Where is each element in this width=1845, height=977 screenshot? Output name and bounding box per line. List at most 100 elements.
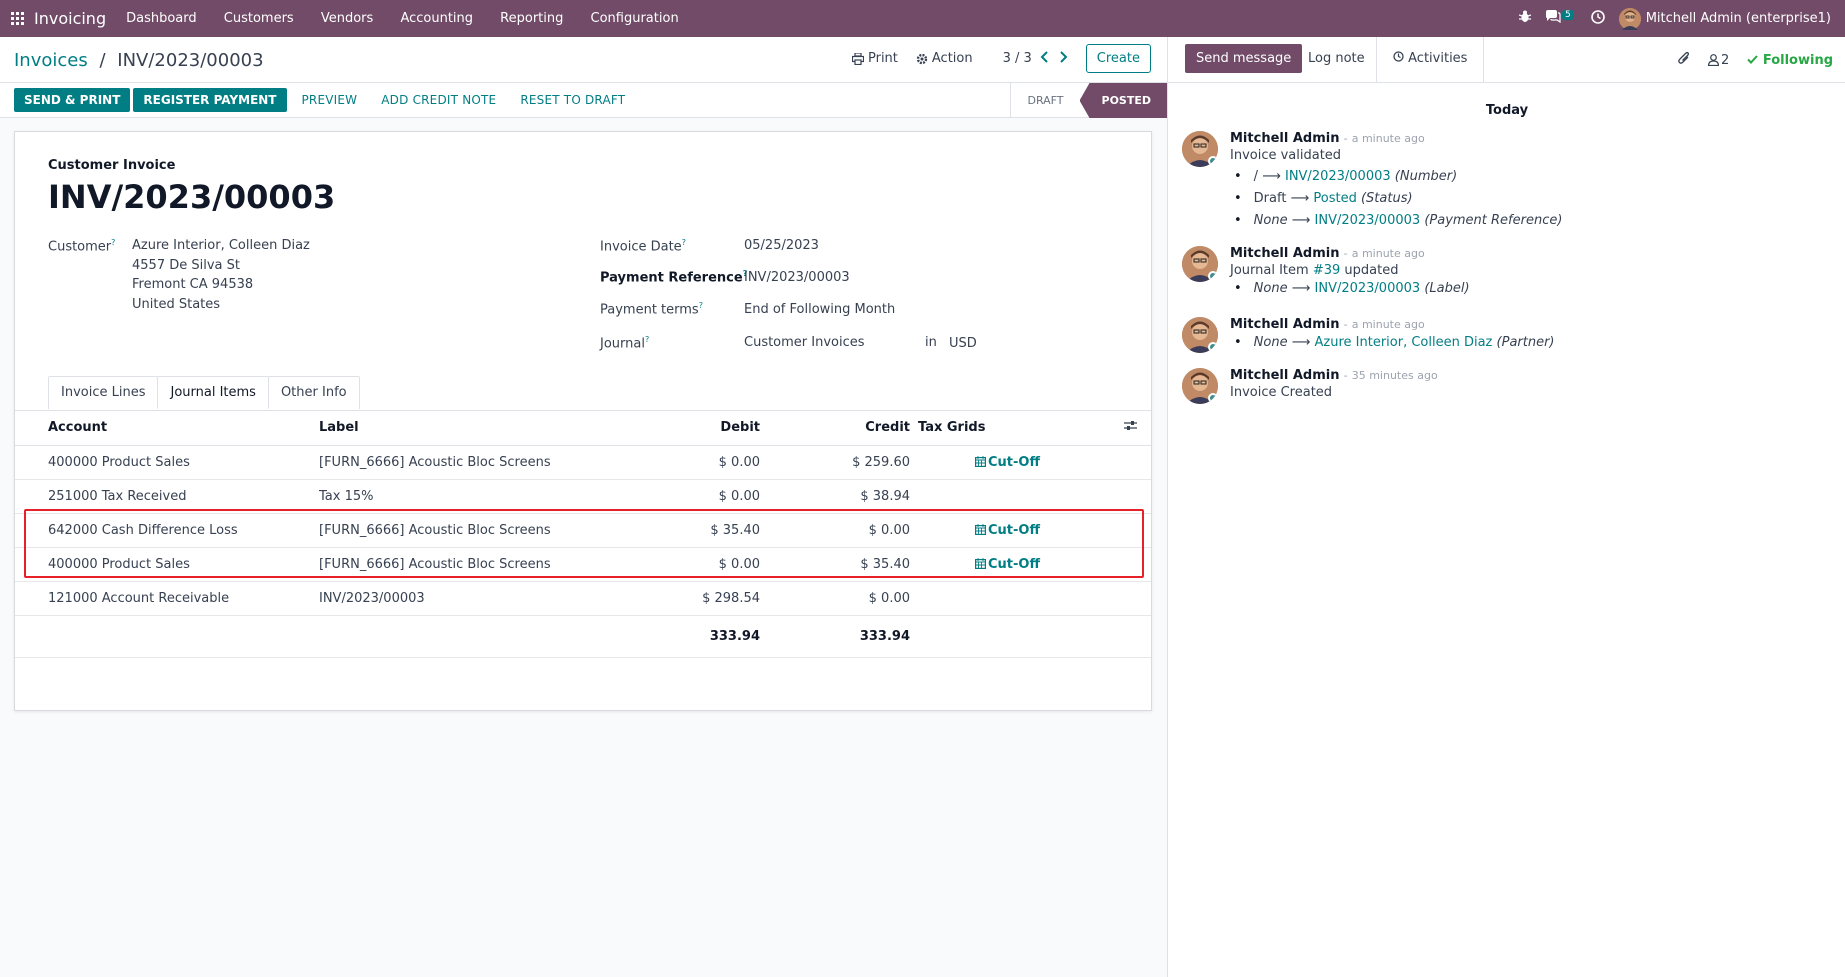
followers-button[interactable]: 2 xyxy=(1708,53,1729,68)
tab-divider xyxy=(15,410,1151,411)
total-debit: 333.94 xyxy=(615,615,760,658)
label-cell: Tax 15% xyxy=(295,479,615,514)
log-note-button[interactable]: Log note xyxy=(1308,51,1365,66)
app-name[interactable]: Invoicing xyxy=(34,9,107,28)
message-author[interactable]: Mitchell Admin xyxy=(1230,246,1340,261)
credit-cell: $ 0.00 xyxy=(760,513,910,548)
menu-reporting[interactable]: Reporting xyxy=(500,11,564,26)
chatter-panel: Send message Log note Activities 2 Follo… xyxy=(1167,37,1845,977)
account-cell: 400000 Product Sales xyxy=(15,445,295,480)
cutoff-button[interactable]: Cut-Off xyxy=(975,455,1040,470)
invoice-date-field[interactable]: 05/25/2023 xyxy=(744,238,819,253)
journal-in-text: in xyxy=(925,335,937,350)
control-panel: Invoices / INV/2023/00003 Print Action 3… xyxy=(0,37,1167,83)
message-author[interactable]: Mitchell Admin xyxy=(1230,368,1340,383)
message-text: Journal Item #39 updated xyxy=(1230,263,1399,278)
message-author[interactable]: Mitchell Admin xyxy=(1230,131,1340,146)
column-account[interactable]: Account xyxy=(15,411,295,446)
journal-item-link[interactable]: #39 xyxy=(1312,263,1341,278)
table-row[interactable]: 400000 Product Sales [FURN_6666] Acoustic… xyxy=(15,445,1151,480)
date-separator: Today xyxy=(1485,103,1529,118)
cutoff-button[interactable]: Cut-Off xyxy=(975,557,1040,572)
table-row[interactable]: 642000 Cash Difference Loss [FURN_6666] A… xyxy=(15,513,1151,548)
table-row[interactable]: 121000 Account Receivable INV/2023/00003 $… xyxy=(15,581,1151,616)
breadcrumb-invoices[interactable]: Invoices xyxy=(14,50,88,71)
journal-field[interactable]: Customer Invoices xyxy=(744,335,865,350)
activities-button[interactable]: Activities xyxy=(1376,37,1485,83)
following-button[interactable]: Following xyxy=(1747,53,1833,68)
author-avatar-icon[interactable] xyxy=(1182,368,1218,404)
journal-label: Journal? xyxy=(600,335,650,352)
label-cell: [FURN_6666] Acoustic Bloc Screens xyxy=(295,513,615,548)
payment-reference-field[interactable]: INV/2023/00003 xyxy=(744,270,850,285)
author-avatar-icon[interactable] xyxy=(1182,131,1218,167)
table-row[interactable]: 251000 Tax Received Tax 15% $ 0.00 $ 38.94 xyxy=(15,479,1151,514)
state-draft[interactable]: DRAFT xyxy=(1010,83,1079,118)
add-credit-note-button[interactable]: ADD CREDIT NOTE xyxy=(381,93,497,107)
apps-menu-icon[interactable] xyxy=(0,12,34,25)
state-posted: POSTED xyxy=(1079,83,1167,118)
credit-cell: $ 0.00 xyxy=(760,581,910,616)
column-tax-grids[interactable]: Tax Grids xyxy=(910,411,1040,446)
print-icon xyxy=(851,52,864,65)
message-time: 35 minutes ago xyxy=(1351,369,1438,382)
print-label: Print xyxy=(867,51,898,66)
author-avatar-icon[interactable] xyxy=(1182,246,1218,282)
journal-items-table: Account Label Debit Credit Tax Grids 400… xyxy=(15,411,1151,658)
account-cell: 642000 Cash Difference Loss xyxy=(15,513,295,548)
bug-icon[interactable] xyxy=(1518,10,1532,27)
table-row[interactable]: 400000 Product Sales [FURN_6666] Acoustic… xyxy=(15,547,1151,582)
account-cell: 251000 Tax Received xyxy=(15,479,295,514)
menu-dashboard[interactable]: Dashboard xyxy=(126,11,197,26)
send-print-button[interactable]: SEND & PRINT xyxy=(14,88,131,112)
cutoff-button[interactable]: Cut-Off xyxy=(975,523,1040,538)
register-payment-button[interactable]: REGISTER PAYMENT xyxy=(133,88,287,112)
reset-to-draft-button[interactable]: RESET TO DRAFT xyxy=(520,93,626,107)
tab-invoice-lines[interactable]: Invoice Lines xyxy=(48,376,159,409)
address-line-3: United States xyxy=(132,297,221,312)
tab-other-info[interactable]: Other Info xyxy=(267,376,360,409)
action-button[interactable]: Action xyxy=(916,51,973,66)
column-debit[interactable]: Debit xyxy=(615,411,760,446)
pager-prev-icon[interactable] xyxy=(1040,50,1050,67)
chat-icon[interactable]: 5 xyxy=(1545,10,1577,27)
chatter-message: Mitchell Admin - a minute ago None ⟶ Azu… xyxy=(1182,317,1832,357)
payment-terms-link[interactable]: End of Following Month xyxy=(744,302,896,317)
customer-link[interactable]: Azure Interior, Colleen Diaz xyxy=(132,238,310,253)
calendar-icon xyxy=(975,455,987,467)
check-icon xyxy=(1747,54,1759,64)
pager-next-icon[interactable] xyxy=(1058,50,1068,67)
tracking-item: None ⟶ INV/2023/00003 (Payment Reference… xyxy=(1234,210,1563,232)
preview-button[interactable]: PREVIEW xyxy=(301,93,358,107)
create-button[interactable]: Create xyxy=(1085,44,1151,73)
row-spacer xyxy=(1040,581,1151,616)
currency-link[interactable]: USD xyxy=(949,336,977,351)
author-avatar-icon[interactable] xyxy=(1182,317,1218,353)
column-label[interactable]: Label xyxy=(295,411,615,446)
message-time: a minute ago xyxy=(1351,132,1425,145)
tracking-item: None ⟶ INV/2023/00003 (Label) xyxy=(1234,278,1470,300)
gear-icon xyxy=(916,53,928,64)
sliders-icon xyxy=(1124,421,1137,431)
highlight-box xyxy=(24,509,1144,578)
message-author[interactable]: Mitchell Admin xyxy=(1230,317,1340,332)
optional-columns-toggle[interactable] xyxy=(1040,411,1151,446)
menu-vendors[interactable]: Vendors xyxy=(320,11,374,26)
tax-grids-cell: Cut-Off xyxy=(910,445,1040,480)
menu-configuration[interactable]: Configuration xyxy=(590,11,679,26)
calendar-icon xyxy=(975,557,987,569)
menu-customers[interactable]: Customers xyxy=(223,11,294,26)
menu-accounting[interactable]: Accounting xyxy=(400,11,474,26)
pager-value[interactable]: 3 / 3 xyxy=(1002,51,1032,66)
row-spacer xyxy=(1040,479,1151,514)
print-button[interactable]: Print xyxy=(851,51,898,66)
column-credit[interactable]: Credit xyxy=(760,411,910,446)
debit-cell: $ 0.00 xyxy=(615,547,760,582)
debit-cell: $ 0.00 xyxy=(615,445,760,480)
clock-icon[interactable] xyxy=(1590,9,1605,28)
send-message-button[interactable]: Send message xyxy=(1185,44,1303,73)
paperclip-icon[interactable] xyxy=(1678,51,1690,69)
tab-journal-items[interactable]: Journal Items xyxy=(157,376,269,409)
chatter-message: Mitchell Admin - a minute ago Journal It… xyxy=(1182,246,1832,306)
user-menu[interactable]: Mitchell Admin (enterprise1) xyxy=(1618,7,1831,30)
